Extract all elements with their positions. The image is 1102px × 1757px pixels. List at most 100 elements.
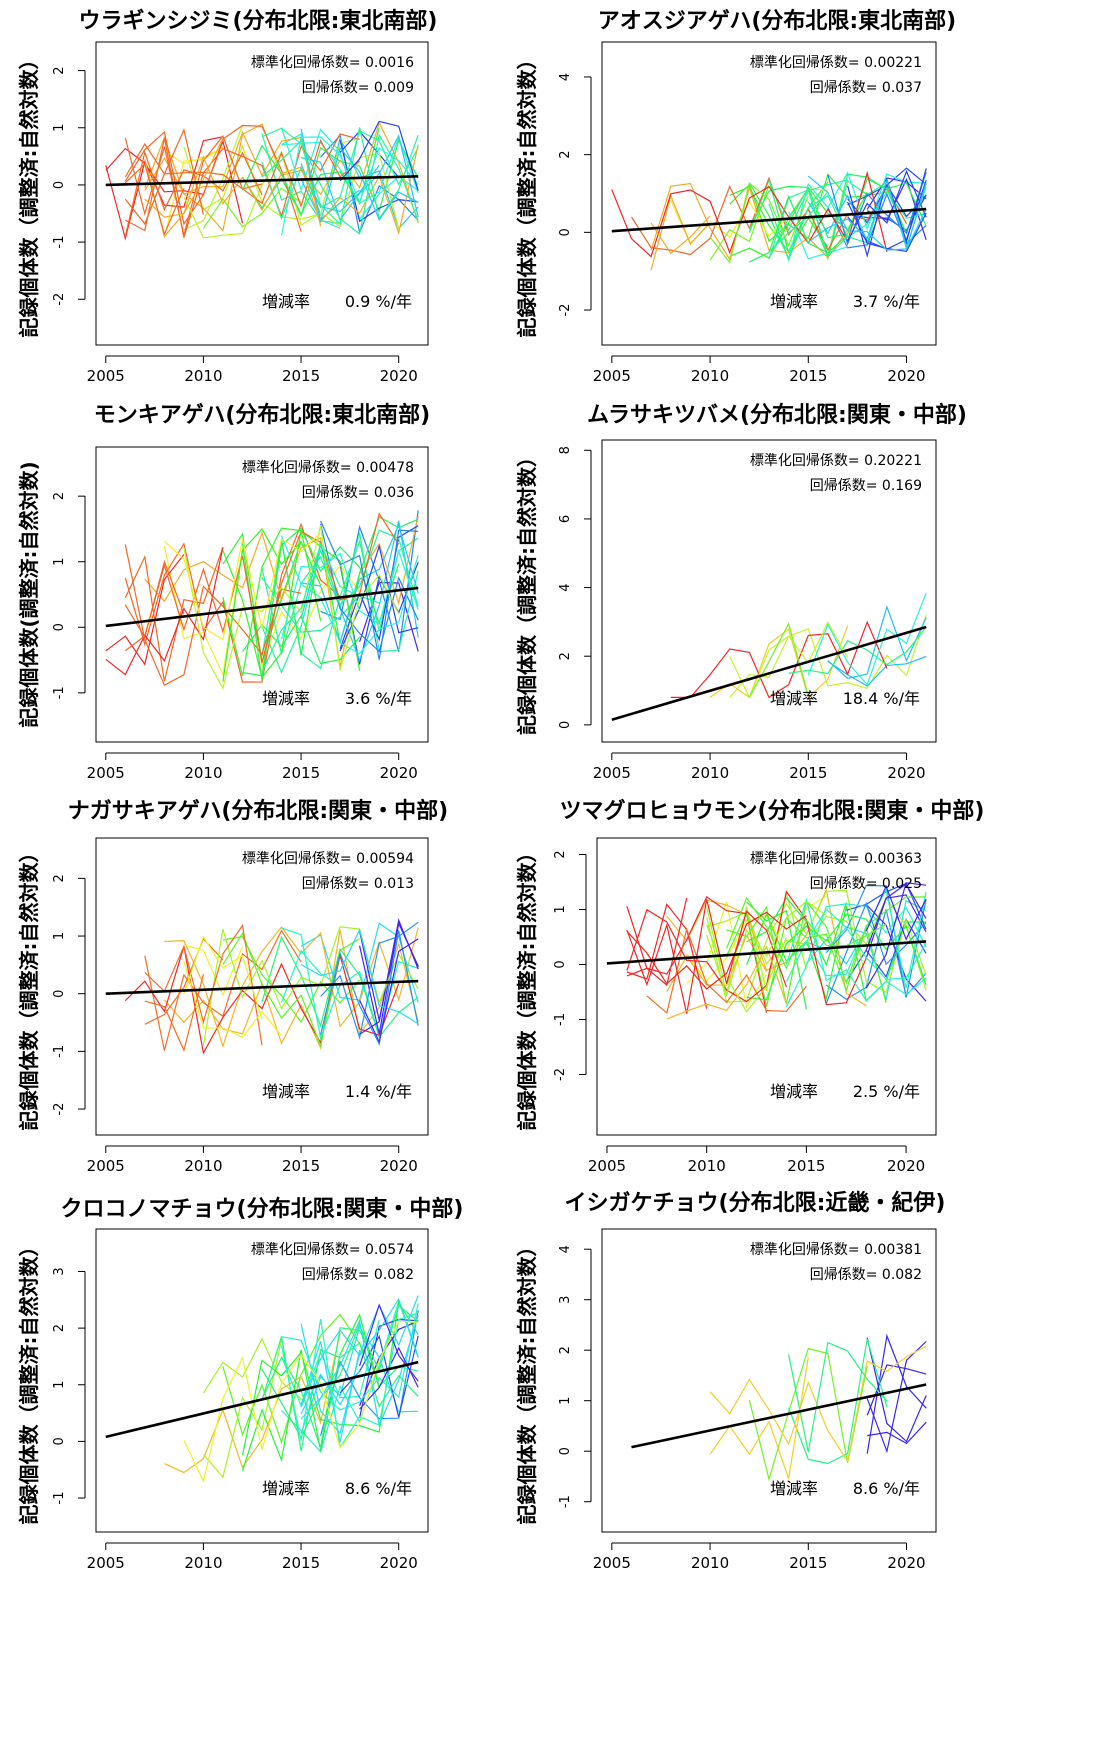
std-coef-annotation: 標準化回帰係数= 0.00221: [750, 54, 922, 71]
std-coef-annotation: 標準化回帰係数= 0.00478: [242, 459, 414, 476]
rate-value: 18.4 %/年: [843, 689, 920, 708]
site-series-line: [709, 625, 849, 699]
site-series-line: [105, 554, 185, 666]
site-series-line: [124, 138, 360, 209]
site-series-line: [748, 1347, 868, 1482]
chart-panel: ツマグロヒョウモン(分布北限:関東・中部) 記録個体数（調整済:自然対数） 2005…: [515, 798, 984, 1175]
y-tick-label: -1: [52, 686, 67, 699]
site-series-line: [806, 899, 927, 1000]
y-tick-label: 1: [52, 558, 67, 566]
site-series-line: [785, 897, 927, 1002]
site-series-line: [300, 1315, 419, 1428]
rate-label: 増減率: [262, 1479, 310, 1498]
site-series-line: [163, 532, 322, 641]
site-series-line: [626, 899, 787, 1014]
x-tick-label: 2005: [593, 367, 631, 385]
trend-line: [611, 207, 927, 233]
trend-line: [631, 1383, 927, 1449]
rate-value: 8.6 %/年: [853, 1479, 920, 1498]
chart-panel: モンキアゲハ(分布北限:東北南部) 記録個体数(調整済:自然対数) 2005 2010…: [17, 402, 430, 782]
site-series-line: [300, 178, 360, 221]
y-tick-label: 2: [52, 1324, 67, 1332]
plot-frame: [601, 1228, 937, 1533]
x-tick-label: 2005: [588, 1157, 626, 1175]
site-series-line: [124, 163, 185, 236]
site-series-line: [359, 919, 419, 1035]
y-tick-label: 0: [553, 960, 568, 968]
site-series-line: [183, 961, 282, 1039]
site-series-line: [827, 655, 927, 687]
site-series-line: [222, 935, 361, 1024]
plot-frame: [601, 439, 937, 743]
y-tick-label: -1: [52, 1492, 67, 1505]
site-series-line: [785, 908, 927, 981]
site-series-line: [105, 547, 224, 676]
rate-label: 増減率: [770, 292, 818, 311]
plot-frame: [95, 41, 429, 346]
x-tick-label: 2010: [691, 764, 729, 782]
site-series-line: [261, 1322, 419, 1439]
site-series-line: [222, 530, 322, 679]
site-series-line: [865, 883, 927, 951]
trend-line: [105, 979, 419, 996]
y-tick-label: -2: [52, 293, 67, 306]
x-tick-label: 2015: [787, 1157, 825, 1175]
site-series-line: [241, 516, 419, 681]
x-tick-label: 2020: [380, 1157, 418, 1175]
chart-panel: ムラサキツバメ(分布北限:関東・中部)記録個体数（調整済:自然対数）2005 20…: [515, 402, 967, 782]
site-series-line: [807, 178, 927, 251]
site-series-line: [320, 930, 419, 1046]
x-tick-label: 2020: [380, 367, 418, 385]
chart-panel: アオスジアゲハ(分布北限:東北南部) 記録個体数（調整済:自然対数） 2005 201…: [515, 8, 956, 385]
x-tick-label: 2020: [887, 1554, 925, 1572]
site-series-line: [300, 1295, 419, 1435]
trend-line: [606, 940, 927, 965]
y-axis-label: 記録個体数(調整済:自然対数): [17, 461, 41, 727]
site-series-line: [320, 1310, 419, 1436]
series-group: [105, 510, 419, 690]
site-series-line: [261, 1304, 419, 1449]
site-series-line: [222, 932, 360, 1048]
site-series-line: [666, 887, 867, 1007]
site-series-line: [726, 896, 887, 970]
rate-value: 2.5 %/年: [853, 1082, 920, 1101]
site-series-line: [866, 1337, 927, 1443]
site-series-line: [749, 194, 849, 263]
trend-line: [611, 625, 927, 721]
std-coef-annotation: 標準化回帰係数= 0.00594: [242, 850, 414, 867]
y-tick-label: 1: [52, 1381, 67, 1389]
site-series-line: [261, 935, 419, 1039]
site-series-line: [105, 136, 224, 241]
site-series-line: [785, 887, 927, 989]
chart-title: モンキアゲハ(分布北限:東北南部): [94, 402, 430, 428]
x-tick-label: 2015: [282, 1554, 320, 1572]
site-series-line: [729, 186, 868, 259]
y-tick-label: 3: [558, 1296, 573, 1304]
coef-annotation: 回帰係数= 0.013: [302, 875, 414, 892]
site-series-line: [865, 884, 927, 941]
y-tick-label: -1: [52, 1045, 67, 1058]
rate-label: 増減率: [770, 1082, 818, 1101]
coef-annotation: 回帰係数= 0.082: [810, 1266, 922, 1283]
site-series-line: [320, 520, 419, 660]
coef-annotation: 回帰係数= 0.009: [302, 79, 414, 96]
site-series-line: [748, 178, 927, 239]
x-tick-label: 2015: [789, 1554, 827, 1572]
y-axis-label: 記録個体数（調整済:自然対数）: [515, 1237, 539, 1525]
site-series-line: [280, 548, 419, 640]
y-tick-label: -2: [558, 304, 573, 317]
site-series-line: [124, 124, 302, 232]
site-series-line: [706, 892, 807, 995]
site-series-line: [788, 1341, 888, 1453]
chart-panel: イシガケチョウ(分布北限:近畿・紀伊)記録個体数（調整済:自然対数）2005 20…: [515, 1190, 945, 1572]
y-axis-label: 記録個体数（調整済:自然対数）: [17, 1237, 41, 1525]
y-tick-label: -1: [52, 236, 67, 249]
site-series-line: [359, 938, 419, 1044]
rate-label: 増減率: [262, 689, 310, 708]
y-axis-label: 記録個体数（調整済:自然対数）: [515, 447, 539, 735]
y-tick-label: 1: [558, 1397, 573, 1405]
plot-frame: [95, 837, 429, 1136]
x-tick-label: 2015: [789, 367, 827, 385]
site-series-line: [261, 133, 419, 235]
y-tick-label: 1: [52, 932, 67, 940]
